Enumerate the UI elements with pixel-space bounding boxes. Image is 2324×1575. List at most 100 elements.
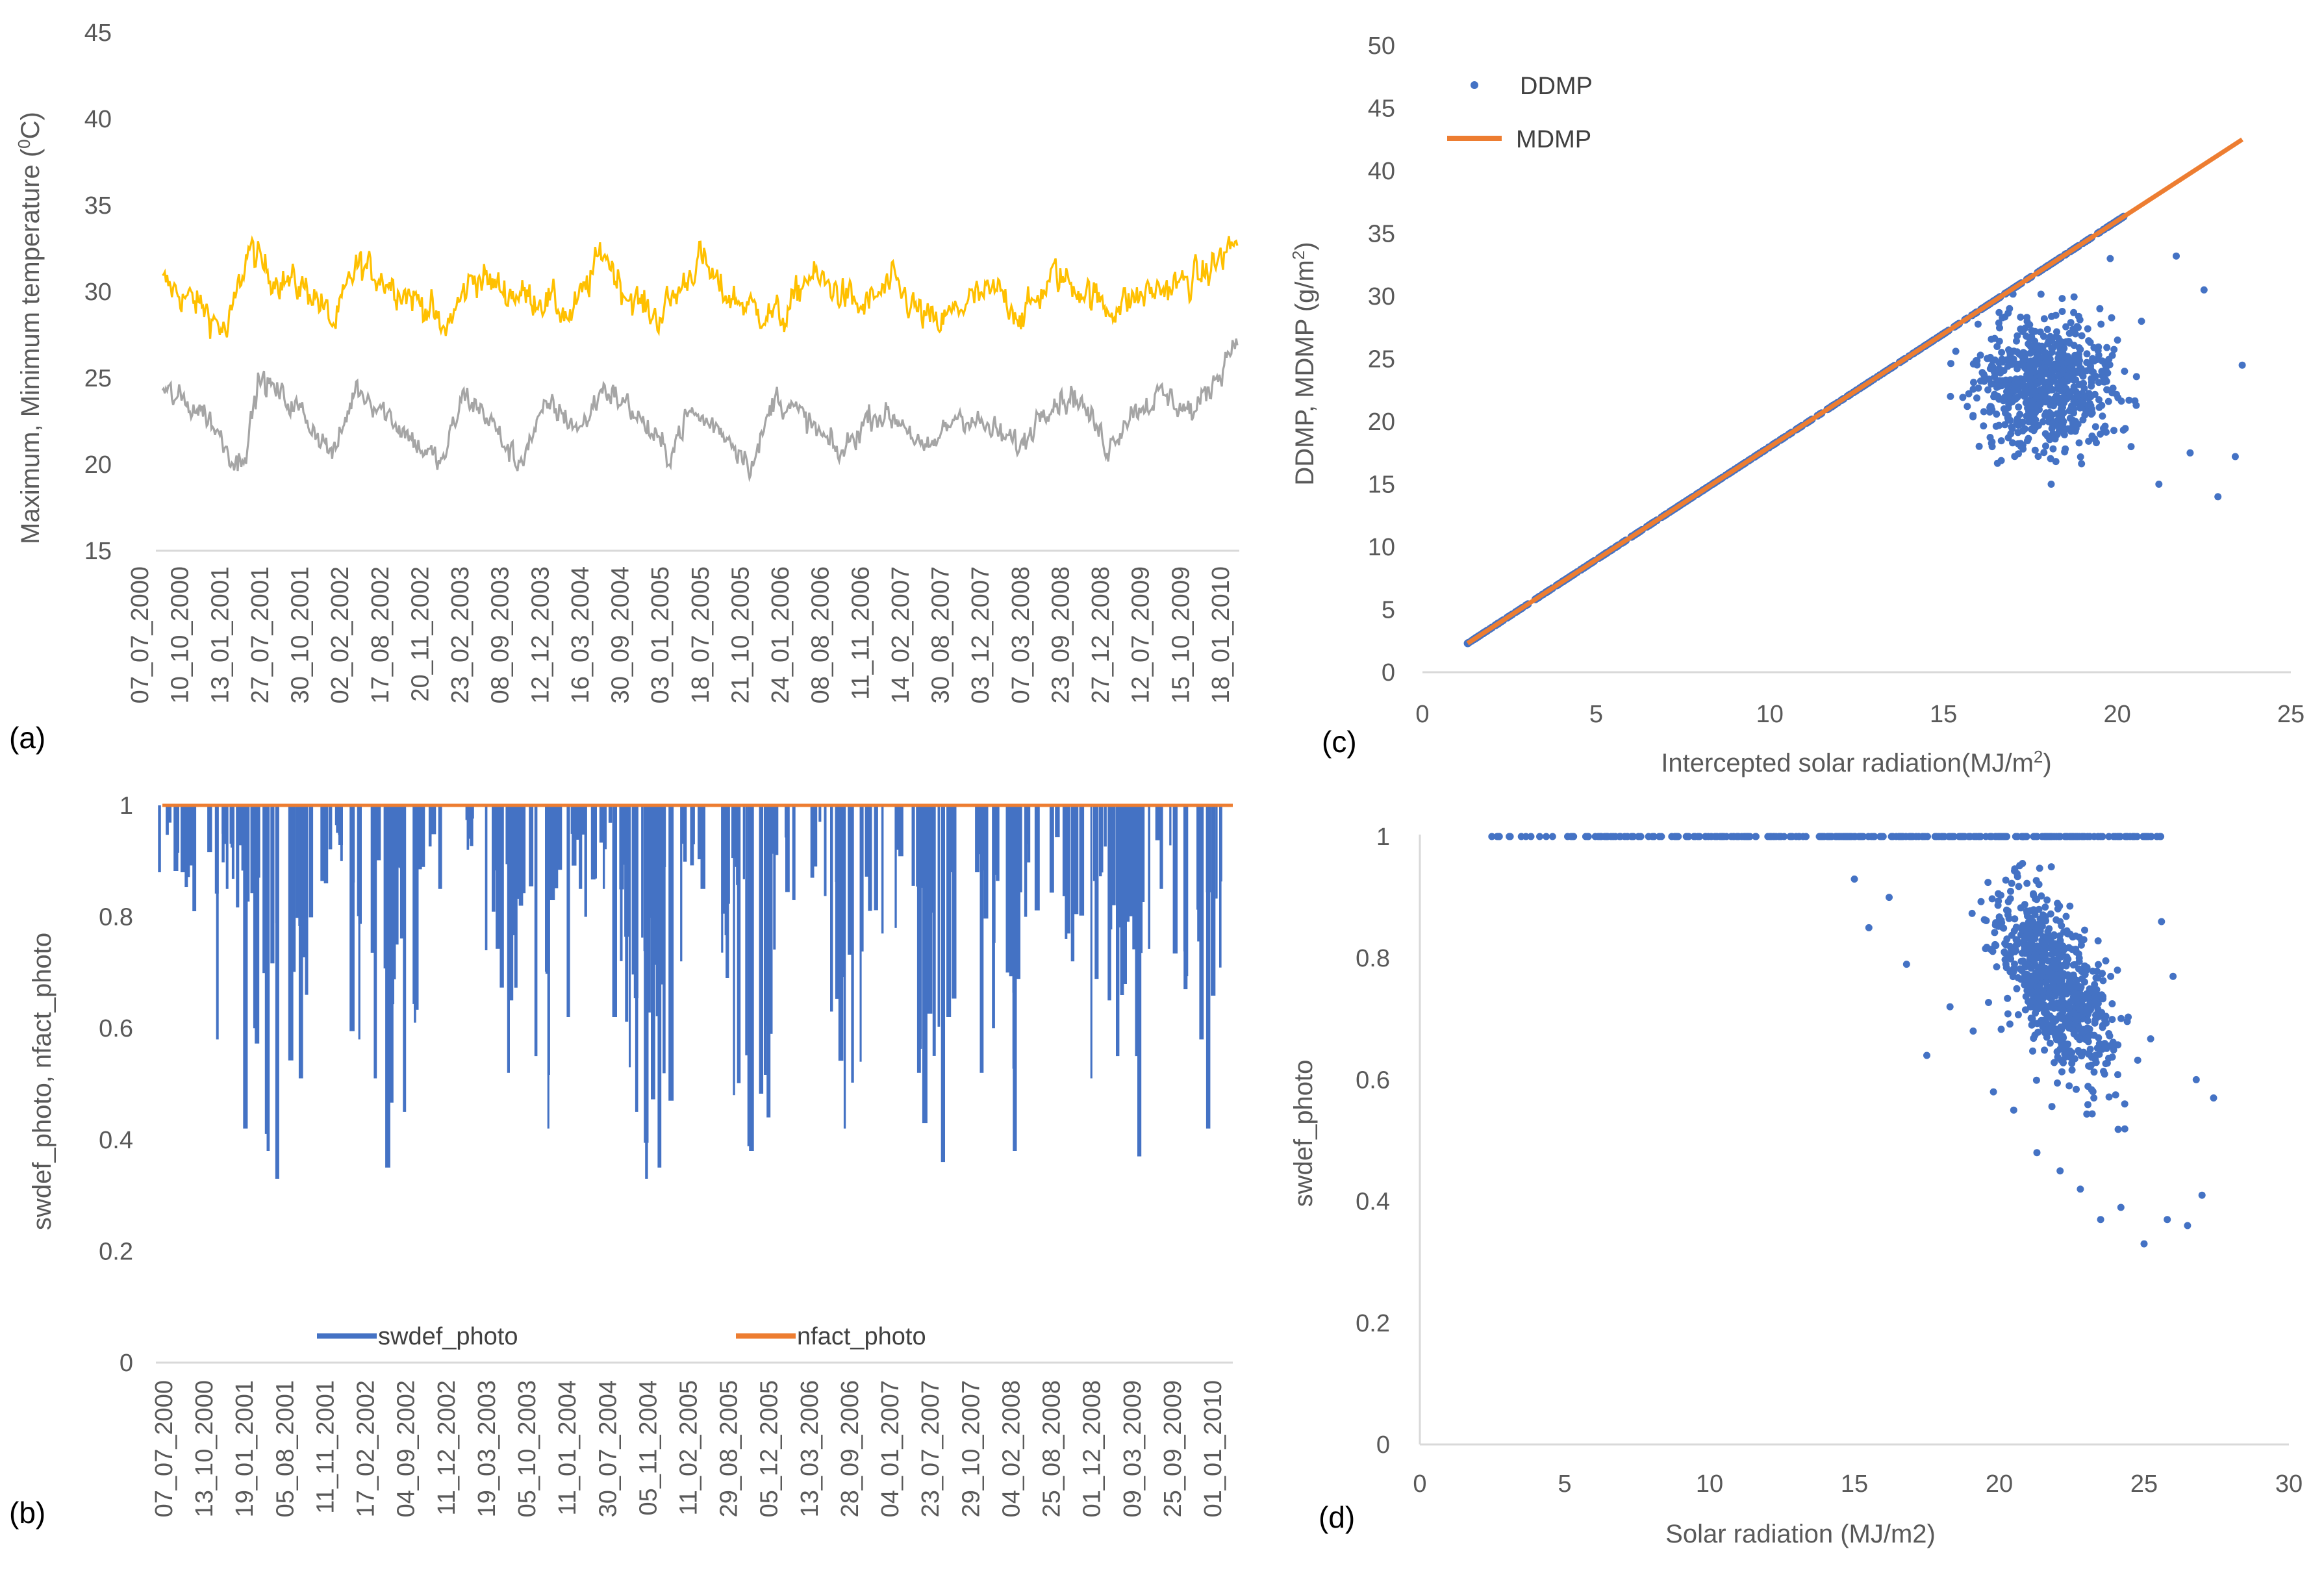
swdef-bar xyxy=(599,805,603,843)
ddmp-point xyxy=(1993,410,2001,418)
swdef-bar xyxy=(275,805,279,1179)
swdef-point xyxy=(2025,998,2032,1005)
ddmp-point xyxy=(2080,384,2088,392)
swdef-point xyxy=(2035,881,2043,888)
swdef-bar xyxy=(399,805,402,868)
swdef-point xyxy=(2051,931,2058,939)
ddmp-point xyxy=(2110,427,2117,435)
ddmp-point xyxy=(2127,443,2135,451)
swdef-point xyxy=(2117,1014,2125,1022)
x-tick-label: 04_09_2002 xyxy=(393,1380,420,1517)
swdef-point xyxy=(2108,1016,2116,1024)
ddmp-point xyxy=(2052,333,2060,340)
ddmp-point xyxy=(2062,338,2069,346)
swdef-point xyxy=(2011,915,2019,923)
panel-a-temperature-chart: 15 20 25 30 35 40 45 07_07_2000 10_10_2000 13_01… xyxy=(9,19,1239,755)
ddmp-point xyxy=(2089,355,2097,362)
ddmp-point xyxy=(1988,380,1995,388)
ddmp-point xyxy=(2078,332,2086,340)
swdef-point xyxy=(1795,833,1803,840)
swdef-point xyxy=(1924,833,1931,840)
swdef-bar xyxy=(979,805,984,1073)
swdef-bar xyxy=(824,805,827,896)
swdef-point xyxy=(2158,918,2166,926)
swdef-point xyxy=(1488,833,1496,840)
swdef-point xyxy=(2030,1035,2038,1042)
swdef-bar xyxy=(1148,805,1150,949)
legend-ddmp-label: DDMP xyxy=(1520,73,1593,100)
swdef-bar xyxy=(570,805,574,834)
swdef-point xyxy=(2121,1100,2128,1108)
swdef-point xyxy=(2028,1021,2036,1029)
swdef-bar xyxy=(496,805,501,949)
x-tick-label: 10 xyxy=(1696,1470,1723,1498)
swdef-point xyxy=(2006,953,2014,961)
ddmp-point xyxy=(2056,394,2064,402)
y-tick-label: 45 xyxy=(1368,95,1395,123)
swdef-bar xyxy=(952,805,955,855)
ddmp-point xyxy=(2058,308,2066,315)
ddmp-point xyxy=(2110,346,2118,353)
ddmp-point xyxy=(2051,396,2058,404)
ddmp-point xyxy=(2013,337,2020,345)
swdef-point xyxy=(2169,972,2177,980)
swdef-point xyxy=(2099,833,2106,840)
swdef-bar xyxy=(507,805,510,1073)
swdef-bar xyxy=(894,805,900,850)
swdef-bar xyxy=(737,805,741,1083)
swdef-bar xyxy=(996,805,1000,881)
ddmp-point xyxy=(2065,329,2073,337)
swdef-point xyxy=(2032,1009,2040,1017)
swdef-bar xyxy=(262,805,268,974)
x-tick-label: 29_08_2005 xyxy=(716,1380,743,1517)
swdef-bar xyxy=(622,805,627,865)
swdef-point xyxy=(2064,971,2072,979)
swdef-point xyxy=(2069,961,2077,969)
swdef-point xyxy=(2101,1040,2108,1048)
swdef-point xyxy=(2068,1049,2076,1057)
x-tick-label: 18_01_2010 xyxy=(1207,566,1235,703)
ddmp-point xyxy=(2088,432,2096,440)
swdef-point xyxy=(2047,863,2055,871)
ddmp-point xyxy=(2058,359,2065,367)
swdef-bar xyxy=(1206,805,1211,1129)
swdef-point xyxy=(1931,833,1939,840)
swdef-bar xyxy=(668,805,674,1101)
ddmp-point xyxy=(2041,430,2049,438)
swdef-point xyxy=(1899,833,1907,840)
ddmp-point xyxy=(1965,390,1973,397)
swdef-point xyxy=(2094,1011,2102,1018)
x-tick-label: 13_03_2006 xyxy=(796,1380,824,1517)
swdef-point xyxy=(2147,1035,2154,1042)
swdef-point xyxy=(2032,1076,2040,1084)
ddmp-point xyxy=(2081,411,2089,419)
panel-d-y-axis-label: swdef_photo xyxy=(1289,1060,1318,1207)
x-tick-label: 07_07_2000 xyxy=(151,1380,178,1517)
ddmp-point xyxy=(1995,309,2003,316)
swdef-bar xyxy=(221,805,225,863)
swdef-bar xyxy=(438,805,442,889)
y-tick-label: 0.8 xyxy=(99,904,133,931)
ddmp-point xyxy=(2056,382,2064,390)
ddmp-point xyxy=(2080,392,2088,399)
ddmp-point xyxy=(2077,453,2084,460)
swdef-bar xyxy=(416,805,422,870)
swdef-point xyxy=(2094,937,2102,945)
swdef-bar xyxy=(505,805,511,864)
swdef-bar xyxy=(992,805,996,943)
ddmp-point xyxy=(1980,408,1988,416)
swdef-point xyxy=(2002,876,2010,884)
swdef-point xyxy=(2123,833,2130,840)
swdef-point xyxy=(2028,921,2036,928)
swdef-bar xyxy=(396,805,401,868)
x-tick-label: 30_09_2004 xyxy=(607,566,635,703)
ddmp-point xyxy=(2032,387,2040,395)
swdef-bar xyxy=(236,805,240,908)
swdef-point xyxy=(1957,833,1965,840)
swdef-bar xyxy=(764,805,767,1075)
swdef-point xyxy=(2114,833,2121,840)
swdef-point xyxy=(1843,833,1850,840)
swdef-bar xyxy=(207,805,212,853)
swdef-point xyxy=(2046,1039,2054,1047)
